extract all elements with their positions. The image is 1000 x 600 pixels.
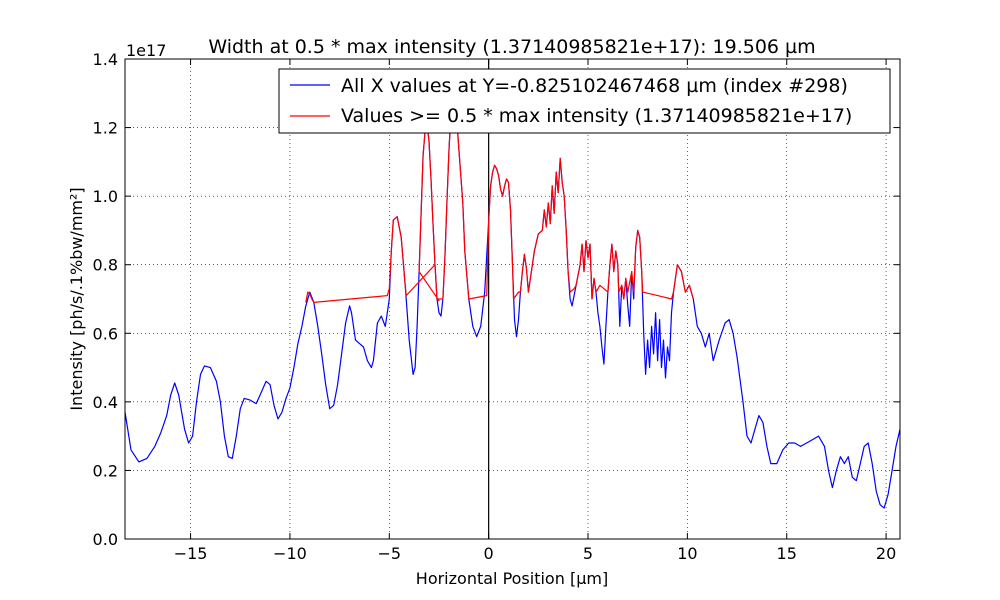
x-tick-label: −15 [174, 544, 208, 563]
legend: All X values at Y=-0.825102467468 µm (in… [278, 68, 891, 134]
legend-entry-all-values: All X values at Y=-0.825102467468 µm (in… [341, 75, 848, 97]
x-axis-label: Horizontal Position [µm] [416, 569, 608, 588]
plot-frame [124, 58, 901, 540]
y-tick-label: 1.4 [93, 50, 118, 69]
chart-title: Width at 0.5 * max intensity (1.37140985… [208, 36, 815, 58]
x-tick-label: 5 [583, 544, 593, 563]
x-tick-label: 20 [876, 544, 896, 563]
y-tick-label: 1.0 [93, 187, 118, 206]
x-tick-label: 10 [677, 544, 697, 563]
x-tick-label: −5 [377, 544, 401, 563]
ticks: −15 −10 −5 0 5 10 15 20 0.0 0.2 0.4 0.6 0.8 1.0 1.2 1.4 [93, 50, 900, 563]
y-axis-label: Intensity [ph/s/.1%bw/mm²] [67, 187, 86, 410]
y-tick-label: 1.2 [93, 119, 118, 138]
y-tick-label: 0.0 [93, 530, 118, 549]
x-tick-label: 0 [484, 544, 494, 563]
x-tick-label: −10 [273, 544, 307, 563]
y-tick-label: 0.6 [93, 324, 118, 343]
y-tick-label: 0.8 [93, 256, 118, 275]
y-tick-label: 0.4 [93, 393, 118, 412]
legend-box [278, 68, 891, 134]
y-multiplier-label: 1e17 [126, 41, 166, 60]
x-tick-label: 15 [777, 544, 797, 563]
legend-entry-half-max: Values >= 0.5 * max intensity (1.3714098… [341, 105, 852, 127]
y-tick-label: 0.2 [93, 461, 118, 480]
